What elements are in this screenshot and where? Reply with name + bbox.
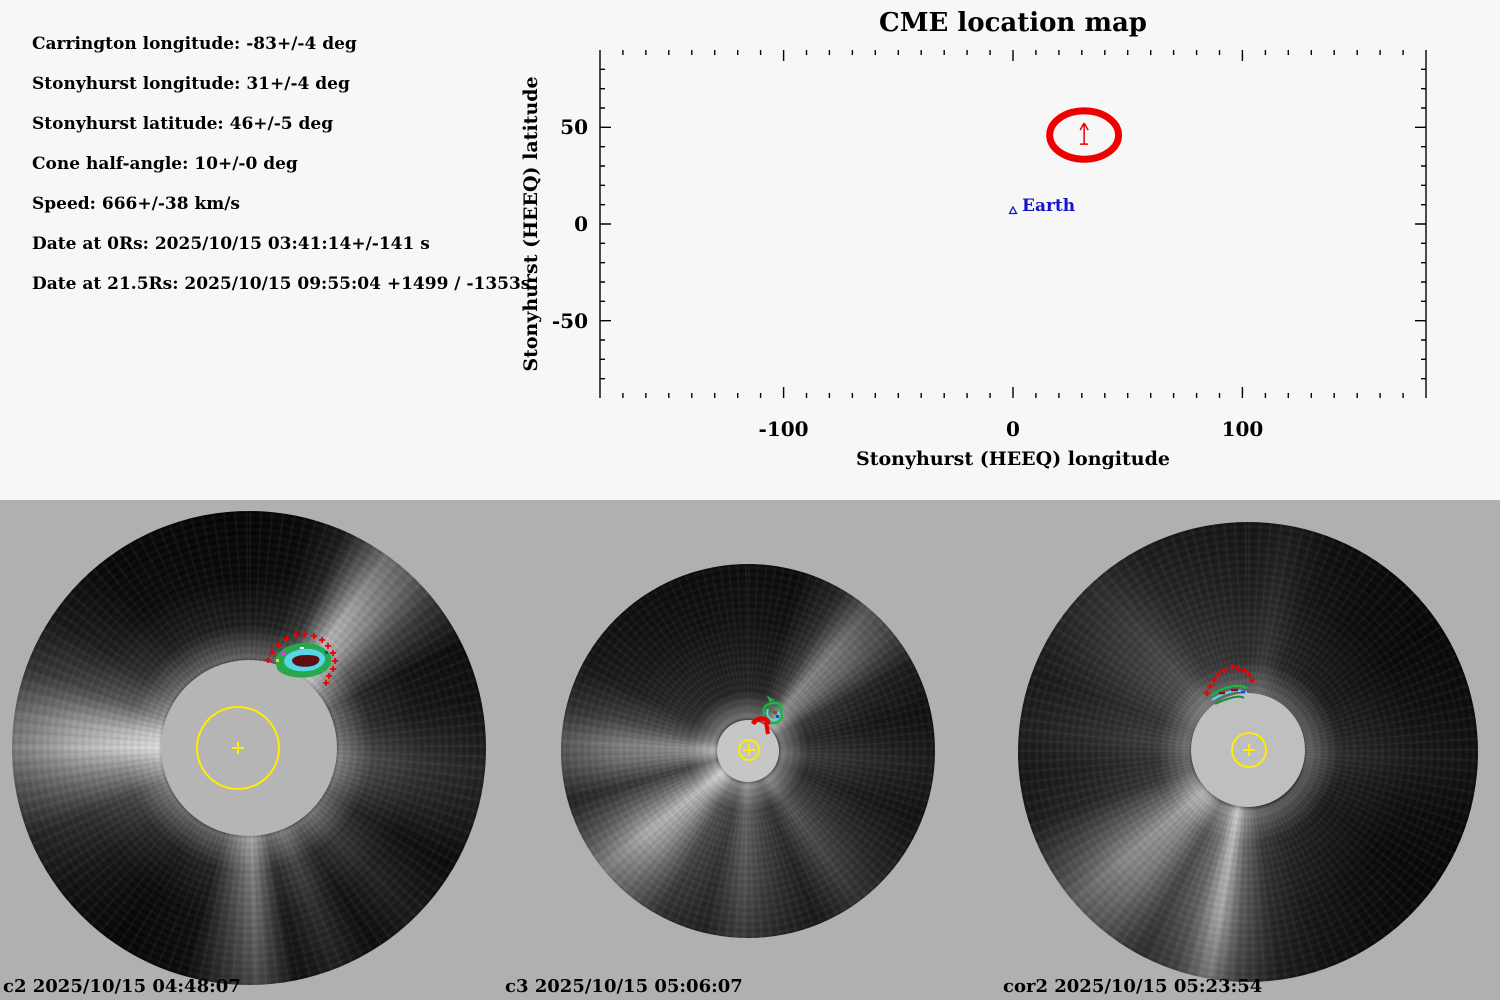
y-tick-label: 50 xyxy=(560,115,588,140)
param-stonyhurst-longitude: Stonyhurst longitude: 31+/-4 deg xyxy=(32,74,350,94)
param-stonyhurst-latitude: Stonyhurst latitude: 46+/-5 deg xyxy=(32,114,334,134)
cme-direction-arrow-icon xyxy=(1079,122,1089,145)
cme-parameters-block: Carrington longitude: -83+/-4 deg Stonyh… xyxy=(32,24,530,304)
param-carrington-longitude: Carrington longitude: -83+/-4 deg xyxy=(32,34,357,54)
plot-title: CME location map xyxy=(879,8,1147,38)
c3-cme-contour xyxy=(751,695,783,735)
x-tick-label: -100 xyxy=(758,417,809,441)
panel-label-cor2: cor2 2025/10/15 05:23:54 xyxy=(1003,976,1263,997)
coronagraph-image-cor2 xyxy=(1018,522,1478,982)
y-tick-label: 0 xyxy=(574,212,588,236)
earth-marker-icon xyxy=(1008,205,1018,215)
panel-label-c2: c2 2025/10/15 04:48:07 xyxy=(3,976,241,997)
param-date-21-5rs: Date at 21.5Rs: 2025/10/15 09:55:04 +149… xyxy=(32,274,531,294)
earth-label: Earth xyxy=(1022,196,1076,216)
c2-sun-limb-circle xyxy=(196,706,280,790)
param-speed: Speed: 666+/-38 km/s xyxy=(32,194,240,214)
coronagraph-image-c3 xyxy=(561,564,935,938)
x-axis-label: Stonyhurst (HEEQ) longitude xyxy=(856,448,1170,470)
x-tick-label: 100 xyxy=(1221,417,1264,441)
cor2-red-plus-arc xyxy=(1204,664,1255,696)
y-tick-label: -50 xyxy=(551,308,588,333)
cor2-sun-limb-circle xyxy=(1231,732,1267,768)
plot-axes-and-ticks xyxy=(599,50,1427,398)
param-date-0rs: Date at 0Rs: 2025/10/15 03:41:14+/-141 s xyxy=(32,234,430,254)
cme-location-ellipse xyxy=(1046,107,1123,163)
c2-red-plus-arc xyxy=(265,631,338,686)
c3-sun-limb-circle xyxy=(738,739,760,761)
panel-label-c3: c3 2025/10/15 05:06:07 xyxy=(505,976,743,997)
coronagraph-image-c2 xyxy=(12,511,486,985)
cme-location-plot xyxy=(599,50,1427,398)
c2-cme-contour xyxy=(265,631,338,686)
param-cone-half-angle: Cone half-angle: 10+/-0 deg xyxy=(32,154,298,174)
cor2-cme-contour xyxy=(1204,664,1255,705)
x-tick-label: 0 xyxy=(1006,417,1020,441)
